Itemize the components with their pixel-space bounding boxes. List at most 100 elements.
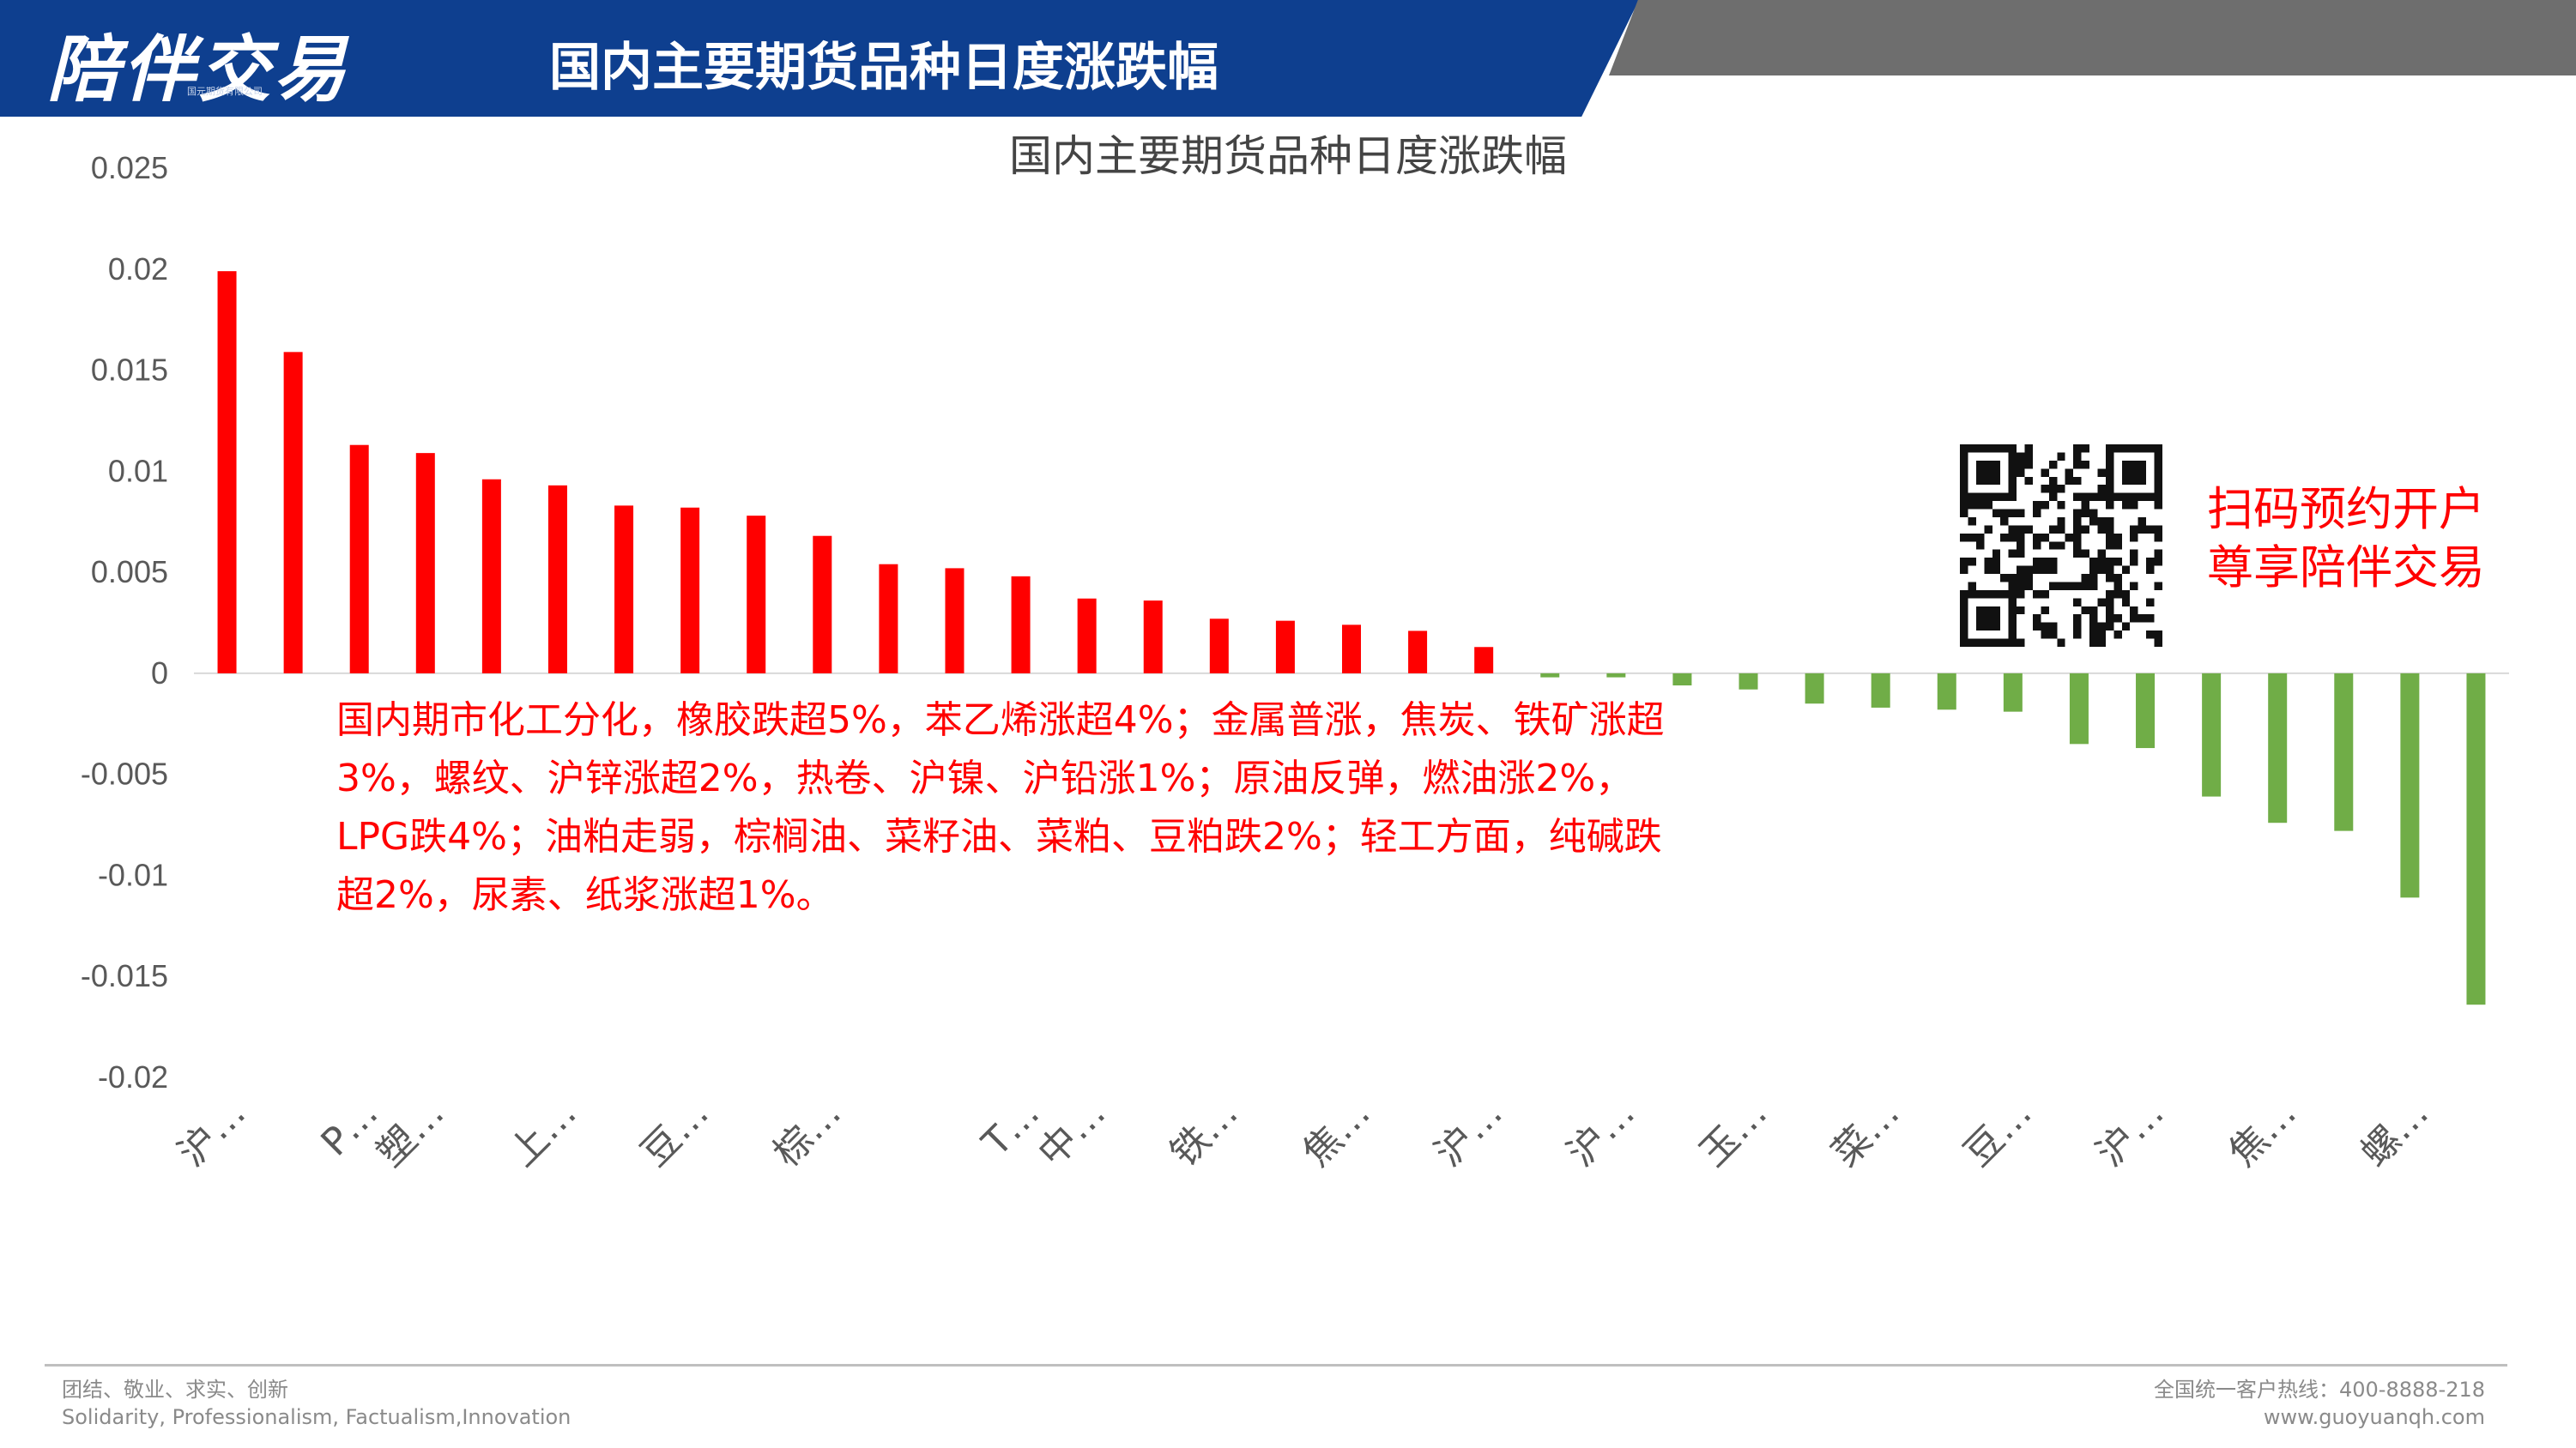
footer-contact: 全国统一客户热线：400-8888-218 www.guoyuanqh.com (2154, 1376, 2485, 1431)
qr-module (2097, 630, 2106, 639)
qr-module (2057, 525, 2065, 534)
qr-module (1960, 501, 1968, 510)
qr-module (1968, 501, 1976, 510)
qr-module (2121, 476, 2131, 486)
qr-module (2041, 468, 2049, 477)
qr-module (1960, 630, 1968, 639)
bar (1077, 598, 1097, 673)
x-tick-label: P… (313, 1091, 387, 1165)
qr-module (2065, 468, 2074, 477)
qr-module (2017, 638, 2025, 647)
qr-module (2073, 549, 2082, 558)
qr-module (2154, 638, 2162, 647)
qr-module (2089, 638, 2098, 647)
qr-module (2008, 582, 2017, 590)
chart-title: 国内主要期货品种日度涨跌幅 (1009, 131, 1567, 181)
x-tick-label: 豆… (1956, 1091, 2040, 1175)
bar (2268, 673, 2288, 824)
bar (1738, 673, 1758, 690)
qr-module (2097, 558, 2106, 566)
bar (283, 352, 303, 673)
qr-module (2000, 509, 2009, 517)
qr-module (2008, 460, 2017, 469)
qr-module (2121, 501, 2131, 510)
qr-module (2024, 525, 2033, 534)
qr-module (2121, 468, 2131, 477)
bar (614, 505, 634, 673)
qr-module (2097, 492, 2106, 502)
brand-logo: 陪伴交易 (47, 27, 350, 112)
qr-module (1975, 492, 1985, 502)
bar (2466, 673, 2486, 1005)
page-title: 国内主要期货品种日度涨跌幅 (549, 38, 1218, 98)
qr-module (1992, 638, 2001, 647)
qr-module (2048, 492, 2058, 502)
bar (2003, 673, 2023, 712)
qr-module (1960, 485, 1968, 493)
qr-module (2089, 622, 2098, 631)
qr-module (2017, 509, 2025, 517)
qr-module (2154, 485, 2162, 493)
qr-module (2146, 525, 2155, 534)
qr-module (2097, 638, 2106, 647)
x-tick-label: 焦… (2221, 1091, 2305, 1175)
qr-module (1984, 565, 1992, 575)
qr-module (1992, 468, 2001, 477)
bar (547, 485, 567, 673)
qr-module (2081, 492, 2090, 502)
qr-module (1984, 501, 1992, 510)
qr-module (2121, 589, 2131, 599)
qr-module (2065, 533, 2074, 542)
qr-module (2146, 565, 2155, 575)
y-tick-label: 0 (151, 655, 168, 691)
qr-module (2041, 558, 2049, 566)
qr-module (1984, 444, 1992, 453)
qr-module (2024, 582, 2033, 590)
header-accent-bar (1609, 0, 2576, 75)
x-tick-label: 塑… (368, 1091, 452, 1175)
qr-module (1968, 638, 1976, 647)
bar (2069, 673, 2089, 745)
bar (2202, 673, 2222, 797)
qr-module (2089, 565, 2098, 575)
qr-module (2105, 525, 2114, 534)
qr-module (2097, 525, 2106, 534)
qr-module (1984, 638, 1992, 647)
qr-module (1984, 476, 1992, 486)
qr-module (1975, 460, 1985, 469)
commentary-line: LPG跌4%；油粕走弱，棕榈油、菜籽油、菜粕、豆粕跌2%；轻工方面，纯碱跌 (336, 815, 1662, 859)
qr-module (2048, 476, 2058, 486)
qr-module (2073, 444, 2082, 453)
qr-module (2138, 516, 2147, 526)
qr-module (2073, 533, 2082, 542)
x-tick-label: 豆… (633, 1091, 717, 1175)
qr-module (2032, 509, 2041, 517)
qr-module (1960, 614, 1968, 623)
qr-module (2008, 622, 2017, 631)
qr-module (2105, 501, 2114, 510)
qr-module (2130, 492, 2138, 502)
qr-module (2105, 606, 2114, 615)
promo-line: 扫码预约开户 (2207, 482, 2485, 536)
qr-module (2008, 444, 2017, 453)
qr-module (1968, 533, 1976, 542)
qr-module (2008, 525, 2017, 534)
qr-module (2024, 565, 2033, 575)
qr-module (2130, 501, 2138, 510)
qr-module (2154, 582, 2162, 590)
qr-module (2154, 468, 2162, 477)
qr-module (2048, 565, 2058, 575)
qr-module (2008, 468, 2017, 477)
footer-divider (45, 1364, 2507, 1367)
qr-module (1968, 589, 1976, 599)
qr-code[interactable] (1960, 444, 2162, 647)
qr-module (2154, 501, 2162, 510)
qr-module (1992, 444, 2001, 453)
qr-module (1984, 558, 1992, 566)
qr-module (2089, 574, 2098, 582)
qr-module (2017, 533, 2025, 542)
company-website[interactable]: www.guoyuanqh.com (2263, 1405, 2485, 1429)
qr-module (2146, 598, 2155, 606)
qr-module (2000, 589, 2009, 599)
qr-module (2138, 614, 2147, 623)
